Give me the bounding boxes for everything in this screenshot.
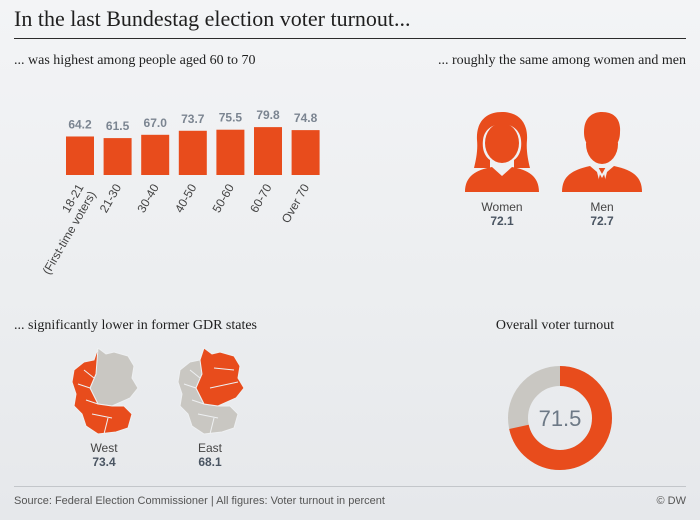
bar-value-label: 75.5: [219, 111, 243, 125]
women-label: Women: [481, 200, 523, 214]
overall-title: Overall voter turnout: [495, 318, 615, 333]
age-bar-chart: 64.2 18-21(First-time voters) 61.5 21-30 67.…: [27, 108, 320, 277]
source-note: Source: Federal Election Commissioner | …: [14, 495, 385, 507]
woman-icon: [462, 110, 542, 192]
donut-value-label: 71.5: [539, 406, 582, 431]
bar-value-label: 67.0: [144, 116, 168, 130]
germany-map-west-icon: [68, 347, 140, 436]
bar-value-label: 73.7: [181, 112, 205, 126]
gdr-title: ... significantly lower in former GDR st…: [14, 318, 258, 333]
category-label: 60-70: [247, 181, 275, 215]
dw-credit: © DW: [656, 495, 687, 507]
men-label: Men: [590, 200, 614, 214]
east-value: 68.1: [198, 455, 222, 469]
bar: [178, 130, 207, 175]
gender-title: ... roughly the same among women and men: [437, 53, 686, 68]
bar: [141, 134, 170, 175]
man-icon: [560, 110, 644, 192]
category-label: 50-60: [210, 181, 238, 215]
footer-rule: [14, 486, 686, 487]
bar-value-label: 61.5: [106, 119, 130, 133]
category-label: 21-30: [97, 181, 125, 215]
bar: [216, 129, 245, 175]
west-value: 73.4: [92, 455, 116, 469]
donut-turnout-segment: [508, 366, 612, 470]
category-label: 18-21(First-time voters): [27, 181, 98, 277]
bar: [103, 138, 132, 175]
men-value: 72.7: [590, 214, 614, 228]
title-rule: [14, 38, 686, 39]
category-label: 30-40: [134, 181, 162, 215]
age-chart-title: ... was highest among people aged 60 to …: [14, 53, 256, 68]
bar: [66, 136, 94, 175]
bar-value-label: 64.2: [68, 117, 92, 131]
women-value: 72.1: [490, 214, 514, 228]
infographic-title: In the last Bundestag election voter tur…: [14, 6, 411, 31]
germany-map-east-icon: [174, 347, 246, 436]
bar-value-label: 79.8: [256, 108, 280, 122]
west-label: West: [90, 441, 118, 455]
category-label: 40-50: [172, 181, 200, 215]
east-label: East: [197, 441, 222, 455]
bar: [291, 130, 320, 175]
overall-turnout-donut: 71.5: [508, 366, 612, 470]
bar: [254, 127, 282, 175]
category-label: Over 70: [279, 181, 313, 225]
bar-value-label: 74.8: [294, 111, 318, 125]
